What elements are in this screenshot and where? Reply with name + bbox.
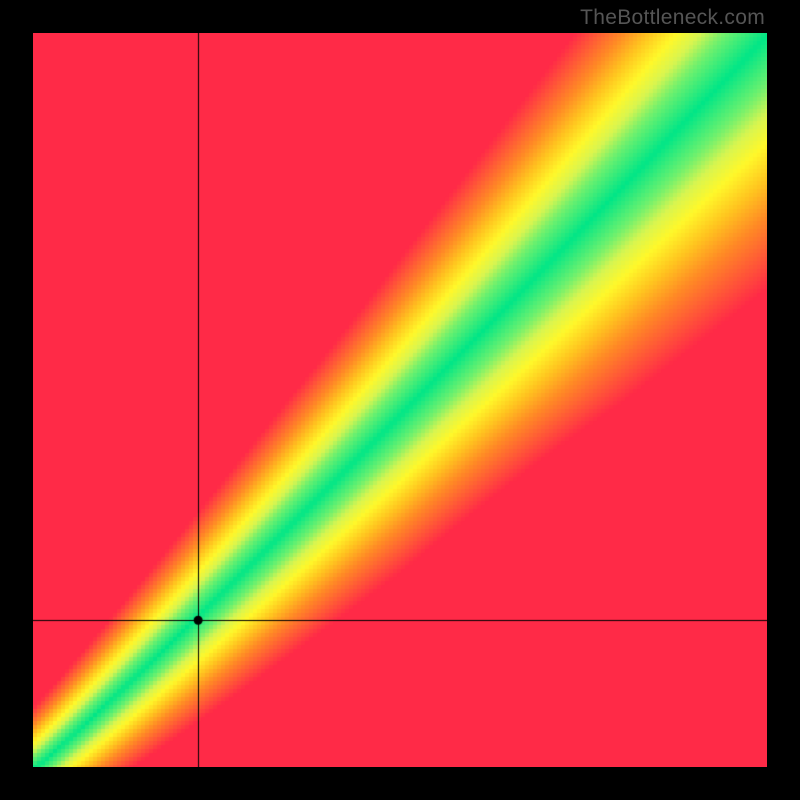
bottleneck-heatmap-canvas (33, 33, 767, 767)
heatmap-frame (33, 33, 767, 767)
watermark-text: TheBottleneck.com (580, 6, 765, 30)
